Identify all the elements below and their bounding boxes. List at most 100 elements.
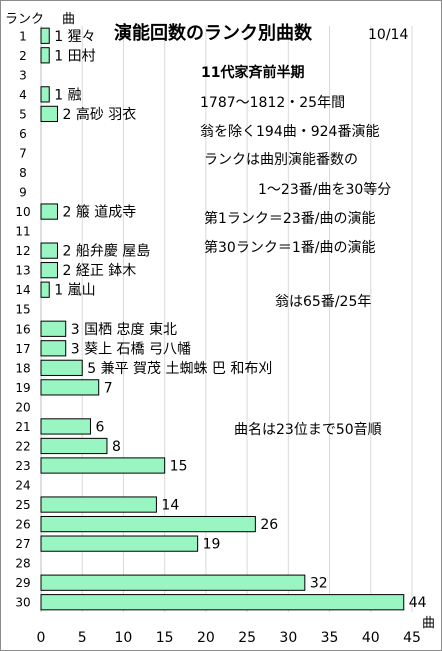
bar-value-label: 5 兼平 賀茂 土蜘蛛 巴 和布刈 — [87, 360, 272, 377]
bar — [40, 379, 100, 396]
x-tick-label: 45 — [403, 630, 421, 646]
bar — [40, 594, 405, 611]
bar — [40, 27, 50, 44]
y-tick-label: 22 — [15, 439, 30, 453]
y-tick-label: 16 — [15, 322, 30, 336]
bar-value-label: 1 田村 — [54, 48, 95, 64]
x-tick-label: 30 — [279, 630, 297, 646]
y-tick-label: 1 — [19, 29, 27, 43]
y-tick-label: 7 — [19, 146, 27, 160]
annotation-okina: 翁は65番/25年 — [275, 294, 371, 310]
y-tick-label: 23 — [15, 459, 30, 473]
bar — [40, 359, 83, 376]
bar-value-label: 8 — [112, 439, 121, 455]
y-tick-label: 25 — [15, 498, 30, 512]
annotation-rank-def: ランクは曲別演能番数の — [204, 152, 358, 168]
bar-value-label: 2 高砂 羽衣 — [62, 106, 136, 123]
bar — [40, 320, 67, 337]
bar — [40, 457, 166, 474]
y-tick-label: 3 — [19, 68, 27, 82]
x-tick-label: 25 — [238, 630, 256, 646]
bar — [40, 281, 50, 298]
bar — [40, 242, 58, 259]
y-tick-label: 4 — [19, 88, 27, 102]
y-tick-label: 6 — [19, 127, 27, 141]
y-tick-label: 10 — [15, 205, 30, 219]
bar — [40, 47, 50, 64]
bar — [40, 418, 91, 435]
annotation-period: 1787〜1812・25年間 — [200, 95, 345, 111]
annotation-rank-1: 第1ランク＝23番/曲の演能 — [204, 210, 375, 227]
bar-value-label: 14 — [161, 498, 179, 514]
bar-value-label: 1 猩々 — [54, 29, 95, 45]
bar — [40, 105, 58, 123]
y-tick-label: 8 — [19, 166, 27, 180]
chart-subtitle: 11代家斉前半期 — [201, 64, 304, 81]
y-tick-label: 15 — [15, 303, 30, 317]
bar-value-label: 6 — [95, 419, 104, 435]
bar — [40, 86, 50, 103]
x-tick-label: 35 — [321, 630, 339, 646]
bar — [40, 515, 256, 533]
y-axis-label: ランク — [5, 12, 44, 27]
y-tick-label: 17 — [15, 342, 30, 356]
annotation-order: 曲名は23位まで50音順 — [234, 421, 382, 438]
y-tick-label: 13 — [15, 264, 30, 278]
bar-value-label: 26 — [260, 517, 278, 533]
y-tick-label: 14 — [15, 283, 30, 297]
bar-value-label: 2 経正 鉢木 — [62, 263, 136, 279]
bar — [40, 340, 67, 357]
y-tick-label: 9 — [19, 186, 27, 200]
bar — [40, 262, 58, 279]
bar-value-label: 44 — [409, 595, 427, 611]
bar-value-label: 19 — [203, 537, 221, 553]
bar — [40, 203, 58, 220]
y-tick-label: 30 — [15, 596, 30, 610]
x-axis-label-bottom: 曲 — [422, 616, 435, 631]
gridlines — [40, 26, 413, 612]
bars — [40, 27, 405, 611]
chart-title-date: 10/14 — [368, 27, 408, 43]
y-tick-label: 26 — [15, 518, 30, 532]
bar-value-label: 3 国栖 忠度 東北 — [71, 322, 177, 338]
y-tick-label: 2 — [19, 49, 27, 63]
x-tick-label: 15 — [156, 630, 174, 646]
y-tick-label: 27 — [15, 537, 30, 551]
bar — [40, 496, 157, 513]
bar-value-label: 2 船弁慶 屋島 — [62, 244, 150, 260]
x-tick-labels: 0 5 10 15 20 25 30 35 40 45 — [37, 630, 421, 646]
bar-value-label: 32 — [310, 576, 328, 592]
x-tick-label: 5 — [78, 630, 87, 646]
annotation-total: 翁を除く194曲・924番演能 — [200, 124, 379, 140]
chart-title: 演能回数のランク別曲数 — [114, 22, 313, 44]
bar-labels: 1 猩々 1 田村 1 融 2 高砂 羽衣 2 箙 道成寺 2 船弁慶 屋島 2 経正 鉢木… — [54, 29, 426, 611]
y-tick-label: 20 — [15, 400, 30, 414]
y-tick-label: 18 — [15, 361, 30, 375]
y-tick-label: 29 — [15, 576, 30, 590]
y-tick-label: 28 — [15, 557, 30, 571]
bar-value-label: 1 嵐山 — [54, 283, 95, 299]
y-tick-label: 5 — [19, 107, 27, 121]
x-axis-label-top: 曲 — [62, 12, 75, 27]
y-tick-label: 21 — [15, 420, 30, 434]
bar-value-label: 2 箙 道成寺 — [62, 204, 136, 221]
y-tick-label: 19 — [15, 381, 30, 395]
bar — [40, 535, 199, 552]
x-tick-label: 40 — [362, 630, 380, 646]
bar — [40, 437, 108, 455]
x-tick-label: 20 — [197, 630, 215, 646]
y-tick-labels: 1234567891011121314151617181920212223242… — [15, 29, 30, 609]
bar-value-label: 7 — [104, 380, 113, 396]
y-tick-label: 12 — [15, 244, 30, 258]
y-tick-label: 24 — [15, 479, 30, 493]
annotation-rank-30: 第30ランク＝1番/曲の演能 — [204, 239, 375, 256]
y-tick-label: 11 — [15, 225, 30, 239]
bar-value-label: 3 葵上 石橋 弓八幡 — [71, 341, 191, 357]
x-tick-label: 0 — [37, 630, 46, 646]
x-tick-label: 10 — [115, 630, 133, 646]
annotation-rank-range: 1〜23番/曲を30等分 — [258, 181, 391, 198]
bar-value-label: 15 — [170, 459, 188, 475]
bar-value-label: 1 融 — [54, 87, 81, 103]
